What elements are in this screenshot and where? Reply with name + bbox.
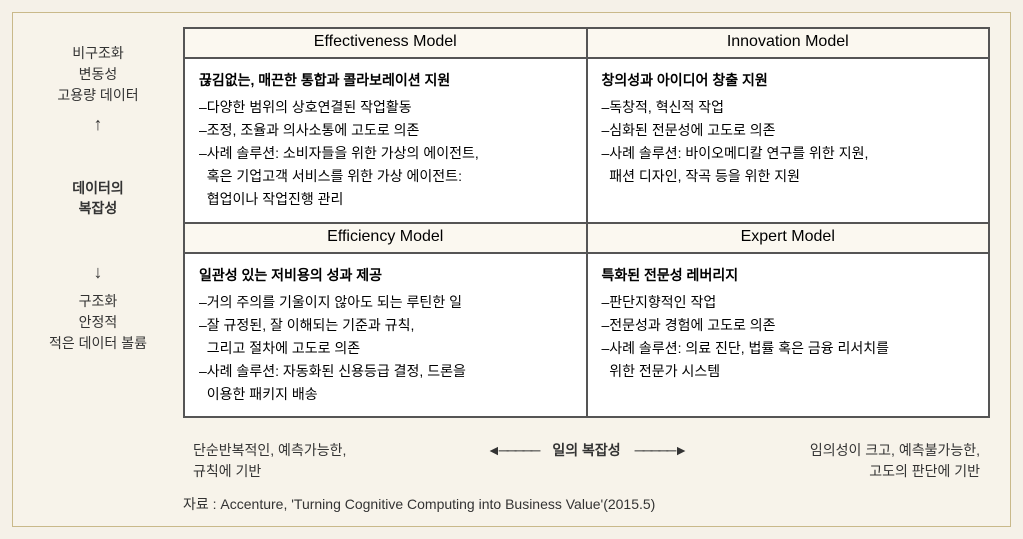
- quadrant-bullet: 패션 디자인, 작곡 등을 위한 지원: [602, 165, 975, 188]
- quadrant-bullet: –사례 솔루션: 의료 진단, 법률 혹은 금융 리서치를: [602, 337, 975, 360]
- quadrant-efficiency: 일관성 있는 저비용의 성과 제공 –거의 주의를 기울이지 않아도 되는 루틴…: [184, 253, 587, 418]
- quadrant-bullet: 혹은 기업고객 서비스를 위한 가상 에이전트:: [199, 165, 572, 188]
- y-axis: 비구조화 변동성 고용량 데이터 ↑ 데이터의 복잡성 ↓ 구조화 안정적 적은…: [23, 43, 173, 354]
- y-top-line: 비구조화: [57, 43, 138, 64]
- quadrant-bullet: –사례 솔루션: 바이오메디칼 연구를 위한 지원,: [602, 142, 975, 165]
- header-innovation: Innovation Model: [587, 28, 990, 58]
- quadrant-bullet: –사례 솔루션: 자동화된 신용등급 결정, 드론을: [199, 360, 572, 383]
- arrow-up-icon: ↑: [94, 114, 103, 135]
- quadrant-bullet: –거의 주의를 기울이지 않아도 되는 루틴한 일: [199, 291, 572, 314]
- source-citation: 자료 : Accenture, 'Turning Cognitive Compu…: [183, 494, 655, 514]
- quadrant-expert: 특화된 전문성 레버리지 –판단지향적인 작업 –전문성과 경험에 고도로 의존…: [587, 253, 990, 418]
- x-axis-left-label: 단순반복적인, 예측가능한, 규칙에 기반: [183, 440, 487, 482]
- quadrant-bullet: –심화된 전문성에 고도로 의존: [602, 119, 975, 142]
- quadrant-bullet: 위한 전문가 시스템: [602, 360, 975, 383]
- quadrant-bullet: –판단지향적인 작업: [602, 291, 975, 314]
- y-bot-line: 적은 데이터 볼륨: [49, 333, 147, 354]
- quadrant-effectiveness: 끊김없는, 매끈한 통합과 콜라보레이션 지원 –다양한 범위의 상호연결된 작…: [184, 58, 587, 223]
- x-axis-title-group: ◄───── 일의 복잡성 ─────►: [487, 440, 686, 460]
- quadrant-bullet: 그리고 절차에 고도로 의존: [199, 337, 572, 360]
- header-expert: Expert Model: [587, 223, 990, 253]
- y-top-line: 고용량 데이터: [57, 85, 138, 106]
- x-axis-right-label: 임의성이 크고, 예측불가능한, 고도의 판단에 기반: [686, 440, 990, 482]
- quadrant-bullet: –전문성과 경험에 고도로 의존: [602, 314, 975, 337]
- y-axis-bottom-label: 구조화 안정적 적은 데이터 볼륨: [49, 291, 147, 354]
- header-effectiveness: Effectiveness Model: [184, 28, 587, 58]
- quadrant-title: 창의성과 아이디어 창출 지원: [602, 69, 975, 92]
- y-axis-title: 데이터의 복잡성: [72, 179, 124, 218]
- y-top-line: 변동성: [57, 64, 138, 85]
- y-axis-top-label: 비구조화 변동성 고용량 데이터: [57, 43, 138, 106]
- x-axis-title: 일의 복잡성: [552, 440, 620, 460]
- quadrant-innovation: 창의성과 아이디어 창출 지원 –독창적, 혁신적 작업 –심화된 전문성에 고…: [587, 58, 990, 223]
- quadrant-title: 끊김없는, 매끈한 통합과 콜라보레이션 지원: [199, 69, 572, 92]
- quadrant-bullet: –다양한 범위의 상호연결된 작업활동: [199, 96, 572, 119]
- x-axis: 단순반복적인, 예측가능한, 규칙에 기반 ◄───── 일의 복잡성 ────…: [183, 440, 990, 482]
- quadrant-bullet: –사례 솔루션: 소비자들을 위한 가상의 에이전트,: [199, 142, 572, 165]
- quadrant-title: 일관성 있는 저비용의 성과 제공: [199, 264, 572, 287]
- quadrant-bullet: –독창적, 혁신적 작업: [602, 96, 975, 119]
- arrow-left-icon: ◄─────: [487, 442, 538, 458]
- quadrant-grid: Effectiveness Model Innovation Model 끊김없…: [183, 27, 990, 418]
- arrow-right-icon: ─────►: [635, 442, 686, 458]
- quadrant-bullet: –잘 규정된, 잘 이해되는 기준과 규칙,: [199, 314, 572, 337]
- quadrant-bullet: 이용한 패키지 배송: [199, 383, 572, 406]
- quadrant-bullet: 협업이나 작업진행 관리: [199, 188, 572, 211]
- diagram-frame: 비구조화 변동성 고용량 데이터 ↑ 데이터의 복잡성 ↓ 구조화 안정적 적은…: [12, 12, 1011, 527]
- arrow-down-icon: ↓: [94, 262, 103, 283]
- y-bot-line: 안정적: [49, 312, 147, 333]
- y-bot-line: 구조화: [49, 291, 147, 312]
- header-efficiency: Efficiency Model: [184, 223, 587, 253]
- quadrant-bullet: –조정, 조율과 의사소통에 고도로 의존: [199, 119, 572, 142]
- quadrant-title: 특화된 전문성 레버리지: [602, 264, 975, 287]
